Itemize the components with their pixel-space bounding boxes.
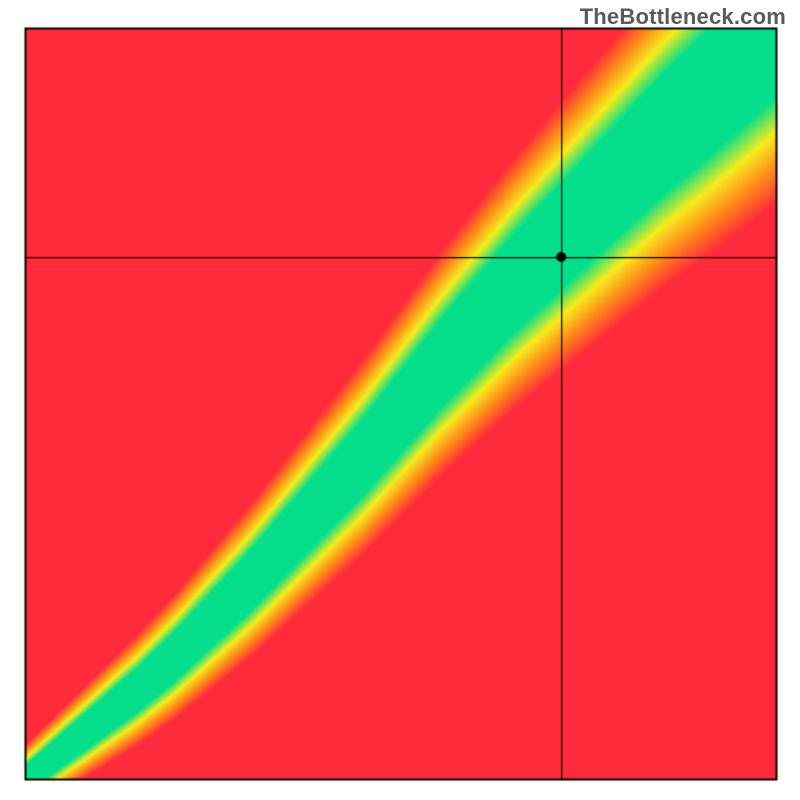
crosshair-overlay	[0, 0, 800, 800]
watermark-text: TheBottleneck.com	[580, 4, 786, 30]
